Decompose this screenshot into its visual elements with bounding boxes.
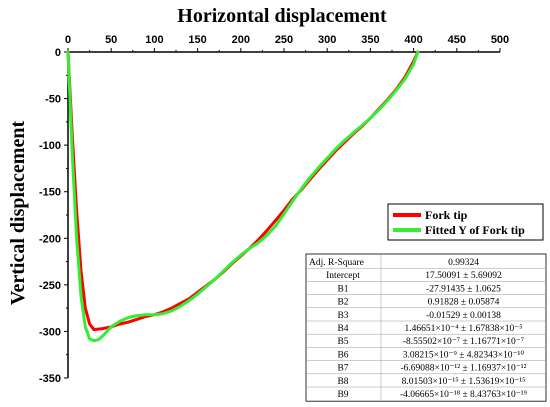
stats-param-label: B6 — [337, 350, 348, 360]
chart-title: Horizontal displacement — [177, 5, 387, 27]
y-tick-label: -200 — [39, 233, 61, 245]
series-layer — [66, 50, 420, 343]
x-tick-label: 0 — [65, 34, 71, 46]
stats-param-value: 8.01503×10⁻¹⁵ ± 1.53619×10⁻¹⁵ — [402, 377, 526, 387]
stats-param-value: 17.50091 ± 5.69092 — [425, 271, 502, 281]
stats-param-label: B4 — [337, 324, 348, 334]
stats-param-label: B2 — [337, 298, 348, 308]
x-tick-label: 100 — [145, 34, 163, 46]
y-tick-label: -100 — [39, 140, 61, 152]
y-tick-label: -150 — [39, 187, 61, 199]
legend-box — [387, 203, 544, 241]
stats-param-label: B8 — [337, 377, 348, 387]
y-tick-label: -350 — [39, 373, 61, 385]
stats-param-label: Adj. R-Square — [309, 258, 364, 268]
stats-param-value: -0.01529 ± 0.00138 — [426, 311, 501, 321]
stats-param-value: 3.08215×10⁻⁹ ± 4.82343×10⁻¹⁰ — [403, 349, 525, 360]
y-tick-label: -50 — [45, 94, 61, 106]
stats-param-value: -8.55502×10⁻⁷ ± 1.16771×10⁻⁷ — [403, 337, 524, 347]
y-axis-label: Vertical displacement — [7, 121, 29, 306]
stats-param-label: B9 — [337, 390, 348, 400]
stats-param-value: 0.91828 ± 0.05874 — [428, 298, 500, 308]
x-tick-label: 250 — [275, 34, 293, 46]
stats-param-label: B1 — [337, 284, 348, 294]
stats-param-value: -6.69088×10⁻¹² ± 1.16937×10⁻¹² — [400, 364, 526, 374]
stats-param-value: -4.06665×10⁻¹⁸ ± 8.43763×10⁻¹⁹ — [400, 390, 528, 400]
stats-param-value: 1.46651×10⁻⁴ ± 1.67838×10⁻⁵ — [404, 324, 522, 334]
x-tick-label: 400 — [404, 34, 422, 46]
stats-param-label: B5 — [337, 337, 348, 347]
legend-label: Fork tip — [425, 208, 468, 222]
x-tick-label: 500 — [491, 34, 509, 46]
y-tick-label: -250 — [39, 280, 61, 292]
stats-table: Adj. R-Square 0.99324 Intercept 17.50091 ± … — [305, 253, 547, 402]
legend-label: Fitted Y of Fork tip — [425, 223, 525, 237]
x-tick-label: 450 — [448, 34, 466, 46]
x-tick-label: 150 — [188, 34, 206, 46]
stats-table-frame — [305, 253, 547, 402]
stats-param-value: -27.91435 ± 1.0625 — [426, 284, 501, 294]
y-tick-label: -300 — [39, 326, 61, 338]
series-line-fitted — [66, 50, 420, 343]
stats-param-label: Intercept — [326, 271, 360, 281]
x-tick-label: 200 — [232, 34, 250, 46]
y-tick-label: 0 — [55, 47, 61, 59]
stats-param-label: B3 — [337, 311, 348, 321]
x-tick-label: 50 — [105, 34, 117, 46]
stats-param-value: 0.99324 — [448, 258, 479, 268]
stats-param-label: B7 — [337, 364, 348, 374]
x-tick-label: 350 — [361, 34, 379, 46]
axes: 0 50 100 150 200 250 300 350 400 450 500 0 -50 -100 -1… — [39, 34, 509, 385]
x-tick-label: 300 — [318, 34, 336, 46]
